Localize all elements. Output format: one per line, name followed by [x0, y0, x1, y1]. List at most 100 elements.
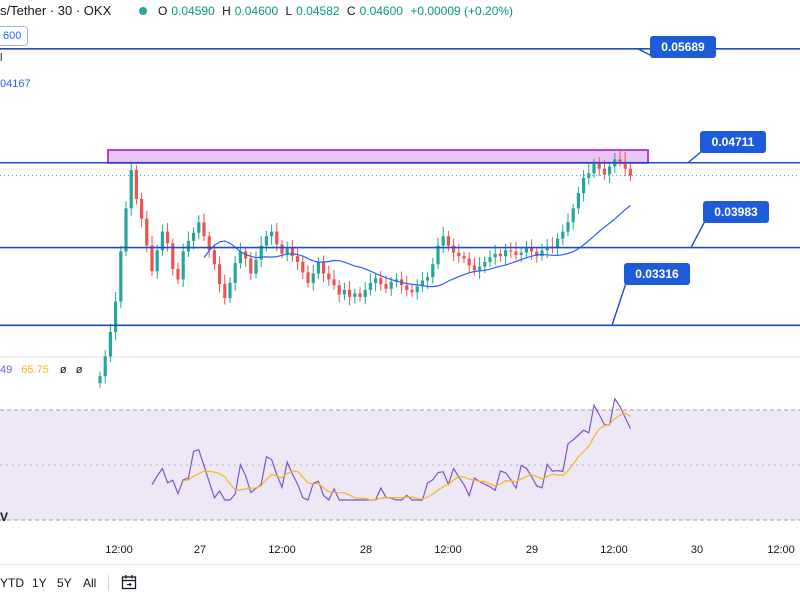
candle-body [218, 264, 222, 285]
indicator-label: l [0, 52, 3, 64]
candle-body [238, 251, 242, 264]
candle-body [493, 253, 497, 258]
low-value: 0.04582 [296, 4, 340, 18]
candle-body [498, 253, 502, 257]
candle-body [566, 222, 570, 232]
candle-body [582, 178, 586, 194]
candle-body [623, 161, 627, 169]
resistance-zone [107, 149, 649, 164]
candle-body [103, 356, 107, 377]
candle-body [368, 282, 372, 290]
candle-body [160, 231, 164, 251]
candle-body [348, 289, 352, 297]
candle-body [342, 289, 346, 295]
candle-body [597, 164, 601, 169]
candle-body [259, 245, 263, 260]
candle-body [576, 193, 580, 209]
toolbar-separator [108, 575, 109, 591]
level-label-text: 0.03316 [635, 267, 679, 281]
candle-body [467, 258, 471, 266]
candle-body [389, 281, 393, 289]
candle-body [519, 252, 523, 255]
candle-body [441, 236, 445, 246]
candle-body [108, 331, 112, 357]
range-1y-button[interactable]: 1Y [32, 576, 47, 590]
candle-body [561, 231, 565, 239]
rsi-ma-line [183, 412, 631, 501]
candle-body [420, 280, 424, 287]
ohlc-readout: O 0.04590 H 0.04600 L 0.04582 C 0.04600 +0.0… [158, 0, 517, 22]
candle-body [150, 245, 154, 272]
candle-body [254, 259, 258, 274]
candle-body [264, 236, 268, 246]
volume-pane-label: V [0, 510, 9, 524]
candle-body [129, 169, 133, 209]
range-all-button[interactable]: All [83, 576, 97, 590]
candle-body [405, 285, 409, 290]
rsi-value: 49 [0, 364, 13, 376]
candle-body [270, 231, 274, 237]
candle-body [322, 261, 326, 274]
candle-body [223, 284, 227, 299]
candle-body [212, 250, 216, 265]
level-label-text: 0.03983 [714, 205, 758, 219]
candle-body [426, 277, 430, 281]
level-label-box [703, 201, 769, 223]
rsi-legend: 49 65.75 ø ø [0, 364, 88, 376]
candle-body [488, 257, 492, 262]
candle-body [301, 261, 305, 273]
indicator-value-pill[interactable]: 600 [0, 26, 29, 46]
candle-body [431, 264, 435, 278]
range-ytd-button[interactable]: YTD [0, 576, 24, 590]
candle-body [233, 263, 237, 283]
x-tick-label: 27 [194, 544, 206, 556]
candle-body [290, 247, 294, 257]
candle-body [436, 245, 440, 265]
candle-body [192, 232, 196, 241]
close-label: C [346, 4, 356, 18]
candle-body [602, 168, 606, 175]
x-tick-label: 29 [526, 544, 538, 556]
candle-body [114, 301, 118, 332]
level-pointer [690, 220, 706, 248]
candle-body [171, 243, 175, 269]
candle-body [197, 222, 201, 233]
candle-body [379, 278, 383, 285]
candle-body [285, 247, 289, 254]
symbol-title[interactable]: s/Tether · 30 · OKX [0, 3, 112, 18]
candle-body [457, 252, 461, 257]
candle-body [618, 159, 622, 162]
calendar-range-icon[interactable] [121, 574, 137, 590]
close-value: 0.04600 [359, 4, 403, 18]
candle-body [124, 208, 128, 252]
candle-body [478, 266, 482, 271]
candle-body [176, 268, 180, 280]
rsi-ma-value: 65.75 [21, 364, 49, 376]
candle-body [327, 273, 331, 280]
candle-body [592, 164, 596, 174]
x-tick-label: 28 [360, 544, 372, 556]
price-chart[interactable]: 0.05689 0.04711 0.03983 0.03316 12:00 27 12:00… [0, 0, 800, 564]
level-pointer [687, 150, 703, 164]
candle-body [98, 376, 102, 384]
candle-body [337, 285, 341, 295]
candle-body [472, 265, 476, 271]
candle-body [628, 168, 632, 176]
level-pointer [637, 48, 653, 57]
candle-body [155, 250, 159, 272]
candle-body [275, 231, 279, 245]
candle-body [311, 273, 315, 283]
candle-body [509, 250, 513, 252]
x-tick-label: 12:00 [600, 544, 628, 556]
level-label-box [650, 36, 716, 58]
range-5y-button[interactable]: 5Y [57, 576, 72, 590]
candle-body [608, 166, 612, 175]
candle-body [483, 261, 487, 267]
x-tick-label: 12:00 [105, 544, 133, 556]
candle-body [452, 245, 456, 253]
candle-body [462, 256, 466, 259]
open-value: 0.04590 [171, 4, 215, 18]
level-label-text: 0.05689 [661, 40, 705, 54]
change-value: +0.00009 (+0.20%) [410, 4, 514, 18]
